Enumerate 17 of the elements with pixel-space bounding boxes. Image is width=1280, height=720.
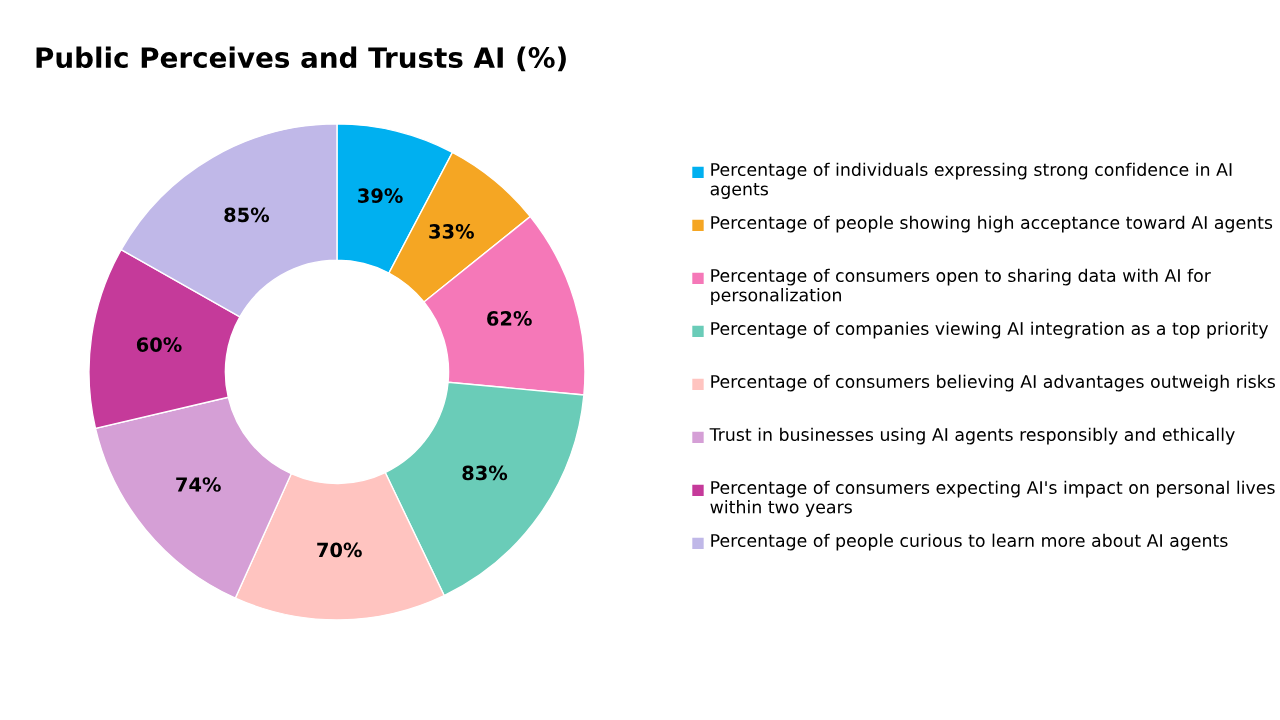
data-label: 83% <box>462 465 508 481</box>
chart-title: Public Perceives and Trusts AI (%) <box>36 46 566 72</box>
legend-label: Percentage of consumers open to sharing data with AI for personalization <box>711 268 1211 305</box>
data-label: 33% <box>429 224 474 239</box>
data-label: 70% <box>317 542 362 558</box>
legend-label: Percentage of consumers believing AI advantages outweigh risks <box>711 374 1275 392</box>
data-label: 74% <box>176 477 221 492</box>
legend-label: Trust in businesses using AI agents responsibly and ethically <box>709 427 1235 445</box>
legend-label: Percentage of people curious to learn more about AI agents <box>711 533 1228 551</box>
legend-label: Percentage of consumers expecting AI's impact on personal lives within two years <box>710 480 1275 517</box>
data-label: 39% <box>358 188 403 203</box>
legend-label: Percentage of companies viewing AI integration as a top priority <box>711 321 1269 339</box>
data-label: 60% <box>136 337 182 352</box>
data-label: 85% <box>224 207 270 223</box>
legend-label: Percentage of people showing high acceptance toward AI agents <box>711 215 1273 233</box>
legend-label: Percentage of individuals expressing strong confidence in AI agents <box>710 162 1232 199</box>
data-label: 62% <box>487 311 532 326</box>
